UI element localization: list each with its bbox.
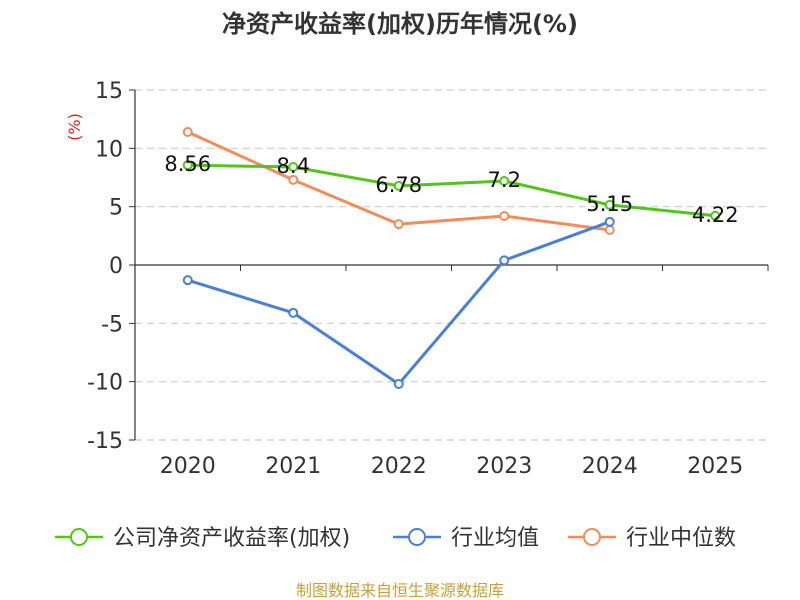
y-axis-label: (%): [65, 113, 84, 141]
legend-marker: [408, 528, 426, 546]
legend-item-2[interactable]: 行业中位数: [568, 526, 736, 551]
data-point[interactable]: [710, 210, 721, 221]
data-label: 7.2: [488, 168, 521, 192]
x-tick-label: 2020: [160, 454, 216, 479]
data-point[interactable]: [499, 255, 510, 266]
series: [182, 127, 721, 389]
y-tick-label: 5: [109, 196, 123, 221]
data-point[interactable]: [604, 199, 615, 210]
data-labels: 8.56 8.4 6.78 7.2 5.15 4.22: [164, 152, 738, 227]
y-tick-label: 10: [95, 137, 123, 162]
axes: 15 10 5 0 -5 -10 -15 2020 2021 2022 2023 2024 2025: [87, 79, 769, 479]
series-2: [182, 127, 615, 235]
data-point[interactable]: [393, 219, 404, 230]
source-note: 制图数据来自恒生聚源数据库: [296, 581, 504, 600]
data-point[interactable]: [288, 162, 299, 172]
series-1: [182, 216, 615, 389]
series-line: [187, 220, 611, 386]
data-point[interactable]: [604, 216, 615, 227]
data-point[interactable]: [182, 127, 193, 137]
data-label: 6.78: [375, 173, 422, 197]
data-label: 4.22: [692, 203, 739, 227]
data-point[interactable]: [182, 160, 193, 171]
x-tick-label: 2023: [476, 454, 532, 479]
x-tick-label: 2024: [582, 454, 638, 479]
y-tick-label: 0: [109, 254, 123, 279]
y-tick-label: -5: [101, 312, 123, 337]
data-label: 8.56: [164, 152, 211, 176]
data-label: 5.15: [586, 192, 633, 216]
legend-label: 公司净资产收益率(加权): [113, 526, 350, 551]
y-tick-label: -15: [87, 429, 123, 454]
y-tick-label: -10: [87, 371, 123, 396]
chart-title: 净资产收益率(加权)历年情况(%): [222, 10, 578, 38]
series-0: [182, 160, 721, 221]
series-line: [187, 163, 716, 218]
x-tick-label: 2025: [687, 454, 743, 479]
data-point[interactable]: [182, 275, 193, 286]
data-point[interactable]: [499, 211, 510, 221]
legend-item-1[interactable]: 行业均值: [393, 526, 539, 551]
legend-marker: [70, 528, 88, 546]
data-point[interactable]: [288, 174, 299, 185]
data-label: 8.4: [277, 154, 310, 178]
data-point[interactable]: [393, 180, 404, 191]
legend-label: 行业中位数: [626, 526, 736, 551]
data-point[interactable]: [499, 176, 510, 186]
legend[interactable]: 公司净资产收益率(加权) 行业均值 行业中位数: [55, 526, 736, 551]
data-point[interactable]: [288, 307, 299, 318]
data-point[interactable]: [393, 379, 404, 389]
legend-marker: [583, 528, 601, 546]
y-tick-label: 15: [95, 79, 123, 104]
legend-label: 行业均值: [451, 526, 539, 551]
x-tick-label: 2021: [265, 454, 321, 479]
legend-item-0[interactable]: 公司净资产收益率(加权): [55, 526, 350, 551]
data-point[interactable]: [604, 225, 615, 235]
x-tick-label: 2022: [371, 454, 427, 479]
